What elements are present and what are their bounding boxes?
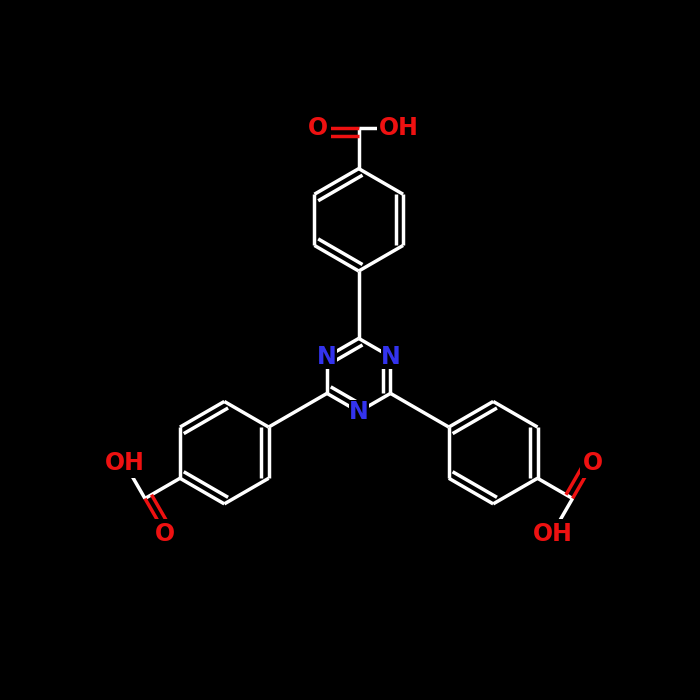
Text: N: N — [317, 344, 337, 369]
Text: OH: OH — [379, 116, 419, 140]
Text: N: N — [349, 400, 369, 424]
Text: OH: OH — [105, 452, 145, 475]
Text: OH: OH — [533, 522, 573, 545]
Text: O: O — [308, 116, 328, 140]
Text: N: N — [381, 344, 400, 369]
Text: O: O — [155, 522, 175, 545]
Text: O: O — [582, 452, 603, 475]
